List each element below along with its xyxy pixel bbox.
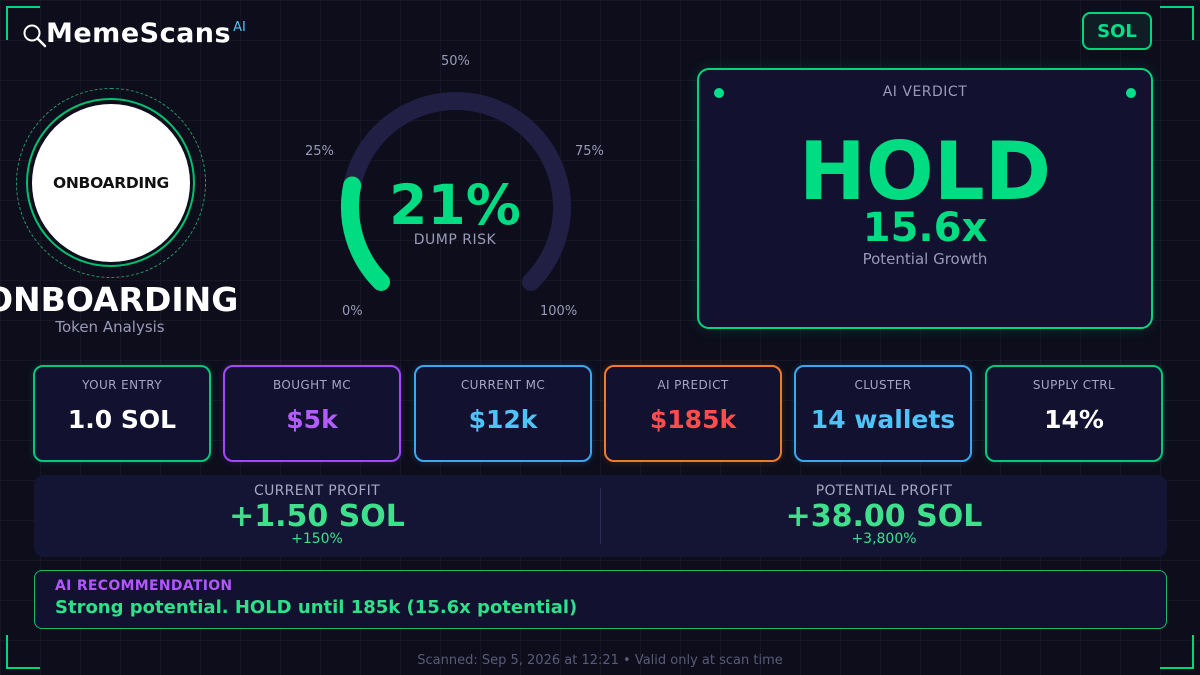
stat-label: CLUSTER	[854, 378, 912, 392]
ai-verdict-card: AI VERDICT HOLD 15.6x Potential Growth	[697, 68, 1153, 329]
stat-current-mc: CURRENT MC $12k	[414, 365, 592, 462]
token-logo-ring	[26, 98, 195, 267]
recommendation-text: Strong potential. HOLD until 185k (15.6x…	[55, 597, 578, 618]
brand-ai-tag: AI	[233, 20, 246, 35]
stat-value: 1.0 SOL	[67, 405, 177, 434]
stat-value: $12k	[468, 405, 538, 434]
potential-profit-label: POTENTIAL PROFIT	[815, 483, 953, 499]
dump-risk-label: DUMP RISK	[413, 232, 497, 248]
verdict-title: AI VERDICT	[882, 84, 968, 100]
stat-value: 14%	[1044, 405, 1104, 434]
current-profit-value: +1.50 SOL	[229, 499, 405, 534]
stat-label: CURRENT MC	[460, 378, 546, 392]
potential-profit-percent: +3,800%	[851, 531, 917, 547]
current-profit-percent: +150%	[291, 531, 343, 547]
profit-divider	[600, 488, 601, 544]
token-logo: ONBOARDING	[16, 88, 206, 278]
verdict-dot-right	[1126, 88, 1136, 98]
stat-your-entry: YOUR ENTRY 1.0 SOL	[33, 365, 211, 462]
token-logo-image: ONBOARDING	[32, 104, 190, 262]
stat-ai-predict: AI PREDICT $185k	[604, 365, 782, 462]
stat-label: YOUR ENTRY	[82, 378, 162, 392]
frame-corner-bottom-right	[1160, 635, 1194, 669]
profit-panel: CURRENT PROFIT +1.50 SOL +150% POTENTIAL…	[34, 475, 1167, 557]
current-profit-label: CURRENT PROFIT	[254, 483, 380, 499]
recommendation-title: AI RECOMMENDATION	[55, 578, 233, 594]
gauge-tick-25: 25%	[305, 144, 334, 159]
stat-value: $185k	[649, 405, 737, 434]
stat-bought-mc: BOUGHT MC $5k	[223, 365, 401, 462]
dump-risk-value: 21%	[389, 173, 521, 237]
gauge-tick-50: 50%	[441, 54, 470, 69]
gauge-tick-75: 75%	[575, 144, 604, 159]
brand-name: MemeScans	[46, 18, 232, 49]
stat-label: AI PREDICT	[657, 378, 729, 392]
stat-value: $5k	[286, 405, 338, 434]
token-subtitle: Token Analysis	[55, 318, 165, 336]
frame-corner-bottom-left	[6, 635, 40, 669]
brand-logo: MemeScans AI	[22, 18, 246, 49]
verdict-dot-left	[714, 88, 724, 98]
verdict-subtitle: Potential Growth	[862, 250, 988, 268]
stat-cluster: CLUSTER 14 wallets	[794, 365, 972, 462]
token-name: ONBOARDING	[0, 280, 239, 319]
potential-profit-value: +38.00 SOL	[785, 499, 983, 534]
dump-risk-gauge: 25% 50% 75% 0% 100% 21% DUMP RISK	[300, 50, 620, 330]
stat-label: SUPPLY CTRL	[1032, 378, 1116, 392]
gauge-tick-100: 100%	[540, 304, 578, 319]
gauge-arc	[341, 92, 571, 291]
verdict-multiplier: 15.6x	[862, 205, 988, 251]
frame-corner-top-right	[1160, 6, 1194, 40]
ai-recommendation: AI RECOMMENDATION Strong potential. HOLD…	[34, 570, 1167, 629]
gauge-fill	[341, 176, 391, 291]
stat-value: 14 wallets	[810, 405, 956, 434]
token-logo-text: ONBOARDING	[53, 174, 169, 192]
frame-corner-top-left	[6, 6, 40, 40]
verdict-decision: HOLD	[798, 125, 1052, 218]
stat-supply-ctrl: SUPPLY CTRL 14%	[985, 365, 1163, 462]
magnifier-icon	[23, 24, 47, 48]
scan-footer: Scanned: Sep 5, 2026 at 12:21 • Valid on…	[417, 653, 783, 668]
stat-label: BOUGHT MC	[272, 378, 352, 392]
chain-badge[interactable]: SOL	[1082, 12, 1152, 50]
gauge-tick-0: 0%	[342, 304, 363, 319]
